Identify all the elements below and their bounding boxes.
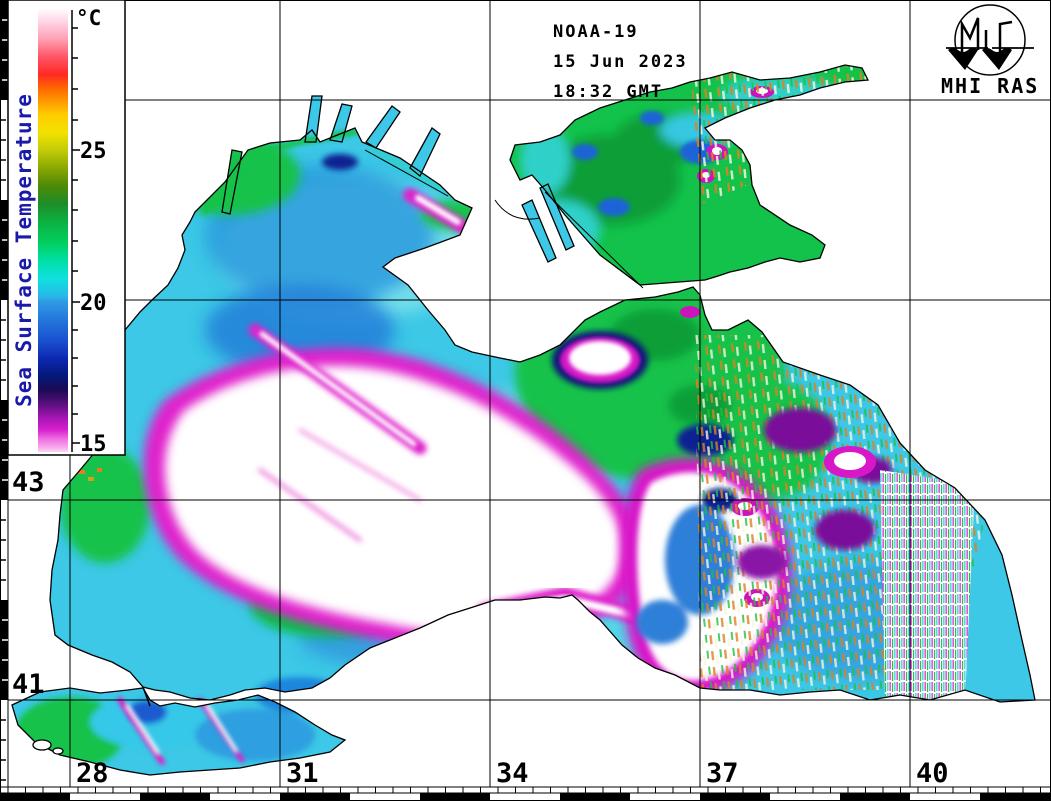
longitude-ruler (0, 786, 1051, 801)
colorbar-tick-label: 20 (80, 291, 107, 316)
colorbar-gradient-bar (38, 8, 68, 452)
lon-label-31: 31 (286, 758, 319, 789)
colorbar-title: Sea Surface Temperature (12, 93, 36, 407)
satellite-name: NOAA-19 (553, 22, 639, 42)
colorbar-tick-label: 25 (80, 139, 107, 164)
latitude-ruler (0, 0, 9, 788)
acquisition-time: 18:32 GMT (553, 82, 664, 102)
mhi-ras-label: MHI RAS (941, 74, 1040, 98)
lon-label-34: 34 (496, 758, 529, 789)
mhi-ras-logo-icon (946, 4, 1034, 76)
lon-label-40: 40 (916, 758, 949, 789)
colorbar-tick-label: 15 (80, 432, 107, 457)
lon-label-37: 37 (706, 758, 739, 789)
coastline (11, 64, 1036, 776)
lon-label-28: 28 (76, 758, 109, 789)
acquisition-date: 15 Jun 2023 (553, 52, 688, 72)
colorbar-unit: °C (76, 6, 102, 30)
lat-label-41: 41 (12, 669, 45, 700)
lat-label-43: 43 (12, 467, 45, 498)
colorbar (7, 0, 126, 456)
